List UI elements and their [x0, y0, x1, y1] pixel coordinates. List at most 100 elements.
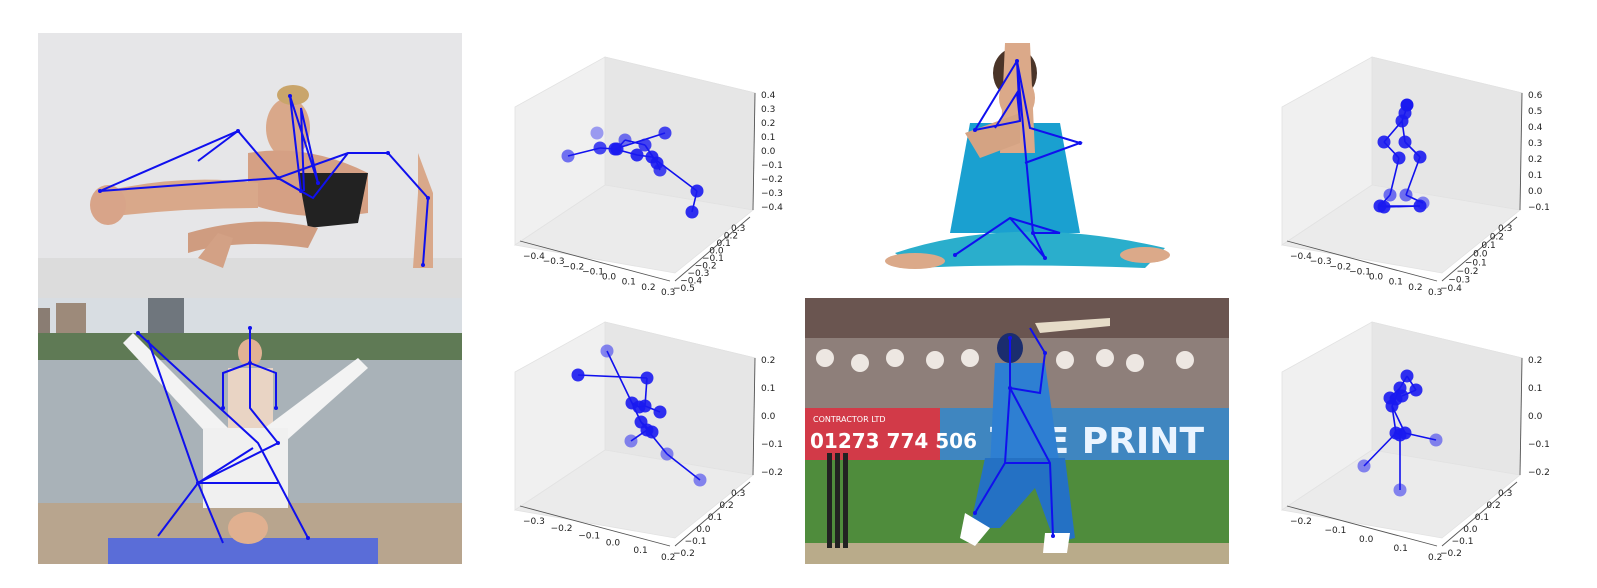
z-tick-label: 0.1	[761, 133, 775, 143]
x-tick-label: −0.2	[1290, 517, 1312, 527]
z-tick-label: 0.2	[761, 119, 775, 129]
joint-marker	[690, 184, 704, 198]
y-tick-label: −0.4	[680, 277, 702, 287]
y-tick-label: 0.3	[1498, 224, 1512, 234]
yoga-photo-2	[38, 298, 462, 564]
x-tick-label: −0.3	[523, 517, 545, 527]
y-tick-label: 0.0	[1473, 250, 1488, 260]
joint-marker	[1393, 483, 1407, 497]
joint-marker	[1409, 383, 1423, 397]
y-tick-label: 0.3	[731, 489, 745, 499]
joint-marker	[1399, 188, 1413, 202]
joint-marker	[593, 141, 607, 155]
y-tick-label: −0.1	[702, 254, 724, 264]
z-tick-label: 0.5	[1528, 107, 1542, 117]
z-tick-label: 0.1	[1528, 384, 1542, 394]
z-tick-label: −0.2	[761, 468, 783, 478]
joint-marker	[630, 148, 644, 162]
z-tick-label: 0.0	[761, 412, 776, 422]
joint-marker	[1400, 369, 1414, 383]
photo-yoga-cow-face	[805, 33, 1229, 298]
y-tick-label: −0.3	[688, 269, 710, 279]
y-tick-label: 0.1	[1475, 513, 1489, 523]
x-tick-label: −0.2	[551, 524, 573, 534]
skeleton-bone	[1405, 156, 1421, 196]
z-tick-label: −0.1	[761, 440, 783, 450]
x-tick-label: −0.1	[1349, 267, 1371, 277]
joint-marker	[1413, 150, 1427, 164]
joint-marker	[1395, 114, 1409, 128]
z-tick-label: 0.0	[1528, 412, 1543, 422]
y-tick-label: 0.0	[696, 525, 711, 535]
z-tick-label: 0.3	[1528, 139, 1542, 149]
joint-marker	[618, 133, 632, 147]
joint-marker	[1393, 428, 1407, 442]
y-tick-label: −0.1	[1452, 537, 1474, 547]
z-tick-label: 0.2	[761, 356, 775, 366]
pose-3d-plot-2: 0.60.50.40.30.20.10.0−0.1−0.4−0.3−0.2−0.…	[1280, 56, 1550, 298]
z-tick-label: −0.2	[761, 175, 783, 185]
skeleton-bone	[606, 350, 633, 404]
x-tick-label: −0.2	[1329, 262, 1351, 272]
yoga-photo-3	[805, 33, 1229, 298]
x-tick-label: −0.4	[1290, 252, 1312, 262]
joint-marker	[653, 163, 667, 177]
joint-marker	[571, 368, 585, 382]
joint-marker	[1413, 199, 1427, 213]
y-tick-label: −0.2	[695, 262, 717, 272]
x-tick-label: 0.2	[661, 553, 675, 563]
y-tick-label: 0.1	[708, 513, 722, 523]
joint-marker	[1357, 459, 1371, 473]
x-tick-label: 0.2	[641, 283, 655, 293]
y-tick-label: 0.0	[709, 247, 724, 257]
z-tick-label: −0.1	[1528, 440, 1550, 450]
x-tick-label: 0.0	[1369, 273, 1384, 283]
x-tick-label: −0.4	[523, 252, 545, 262]
x-tick-label: 0.1	[633, 546, 647, 556]
joint-marker	[1385, 399, 1399, 413]
joint-marker	[1395, 389, 1409, 403]
z-tick-label: 0.1	[761, 384, 775, 394]
x-tick-label: −0.1	[578, 531, 600, 541]
x-tick-label: 0.1	[1394, 544, 1408, 554]
y-tick-label: 0.2	[719, 501, 733, 511]
x-tick-label: 0.2	[1428, 553, 1442, 563]
banner-small-text: CONTRACTOR LTD	[813, 415, 886, 424]
joint-marker	[561, 149, 575, 163]
skeleton-bone	[1363, 432, 1397, 467]
z-tick-label: 0.2	[1528, 356, 1542, 366]
joint-marker	[1377, 135, 1391, 149]
z-tick-label: 0.4	[761, 91, 776, 101]
joint-marker	[638, 138, 652, 152]
y-tick-label: 0.2	[1490, 233, 1504, 243]
x-tick-label: −0.1	[582, 267, 604, 277]
joint-marker	[685, 205, 699, 219]
joint-marker	[658, 126, 672, 140]
z-tick-label: −0.1	[1528, 203, 1550, 213]
x-tick-label: 0.2	[1408, 283, 1422, 293]
y-tick-label: −0.2	[1440, 549, 1462, 559]
joint-marker	[1392, 151, 1406, 165]
y-tick-label: 0.1	[717, 239, 731, 249]
z-tick-label: −0.2	[1528, 468, 1550, 478]
joint-marker	[693, 473, 707, 487]
cricket-photo: CONTRACTOR LTD 01273 774 506 THE PRINT	[805, 298, 1229, 564]
y-tick-label: 0.2	[724, 232, 738, 242]
joint-marker	[600, 344, 614, 358]
z-tick-label: −0.4	[761, 203, 783, 213]
joint-marker	[1429, 433, 1443, 447]
x-tick-label: 0.1	[1389, 278, 1403, 288]
joint-marker	[1383, 188, 1397, 202]
y-tick-label: −0.2	[673, 549, 695, 559]
joint-marker	[640, 423, 654, 437]
pose-3d-plot-1: 0.40.30.20.10.0−0.1−0.2−0.3−0.4−0.4−0.3−…	[513, 56, 783, 298]
photo-cricket: CONTRACTOR LTD 01273 774 506 THE PRINT	[805, 298, 1229, 564]
y-tick-label: 0.3	[1498, 489, 1512, 499]
joint-marker	[640, 371, 654, 385]
y-tick-label: −0.4	[1440, 284, 1462, 294]
z-tick-label: 0.3	[761, 105, 775, 115]
joint-marker	[610, 142, 624, 156]
x-tick-label: −0.1	[1325, 526, 1347, 536]
z-tick-label: 0.4	[1528, 123, 1543, 133]
y-tick-label: −0.1	[685, 537, 707, 547]
